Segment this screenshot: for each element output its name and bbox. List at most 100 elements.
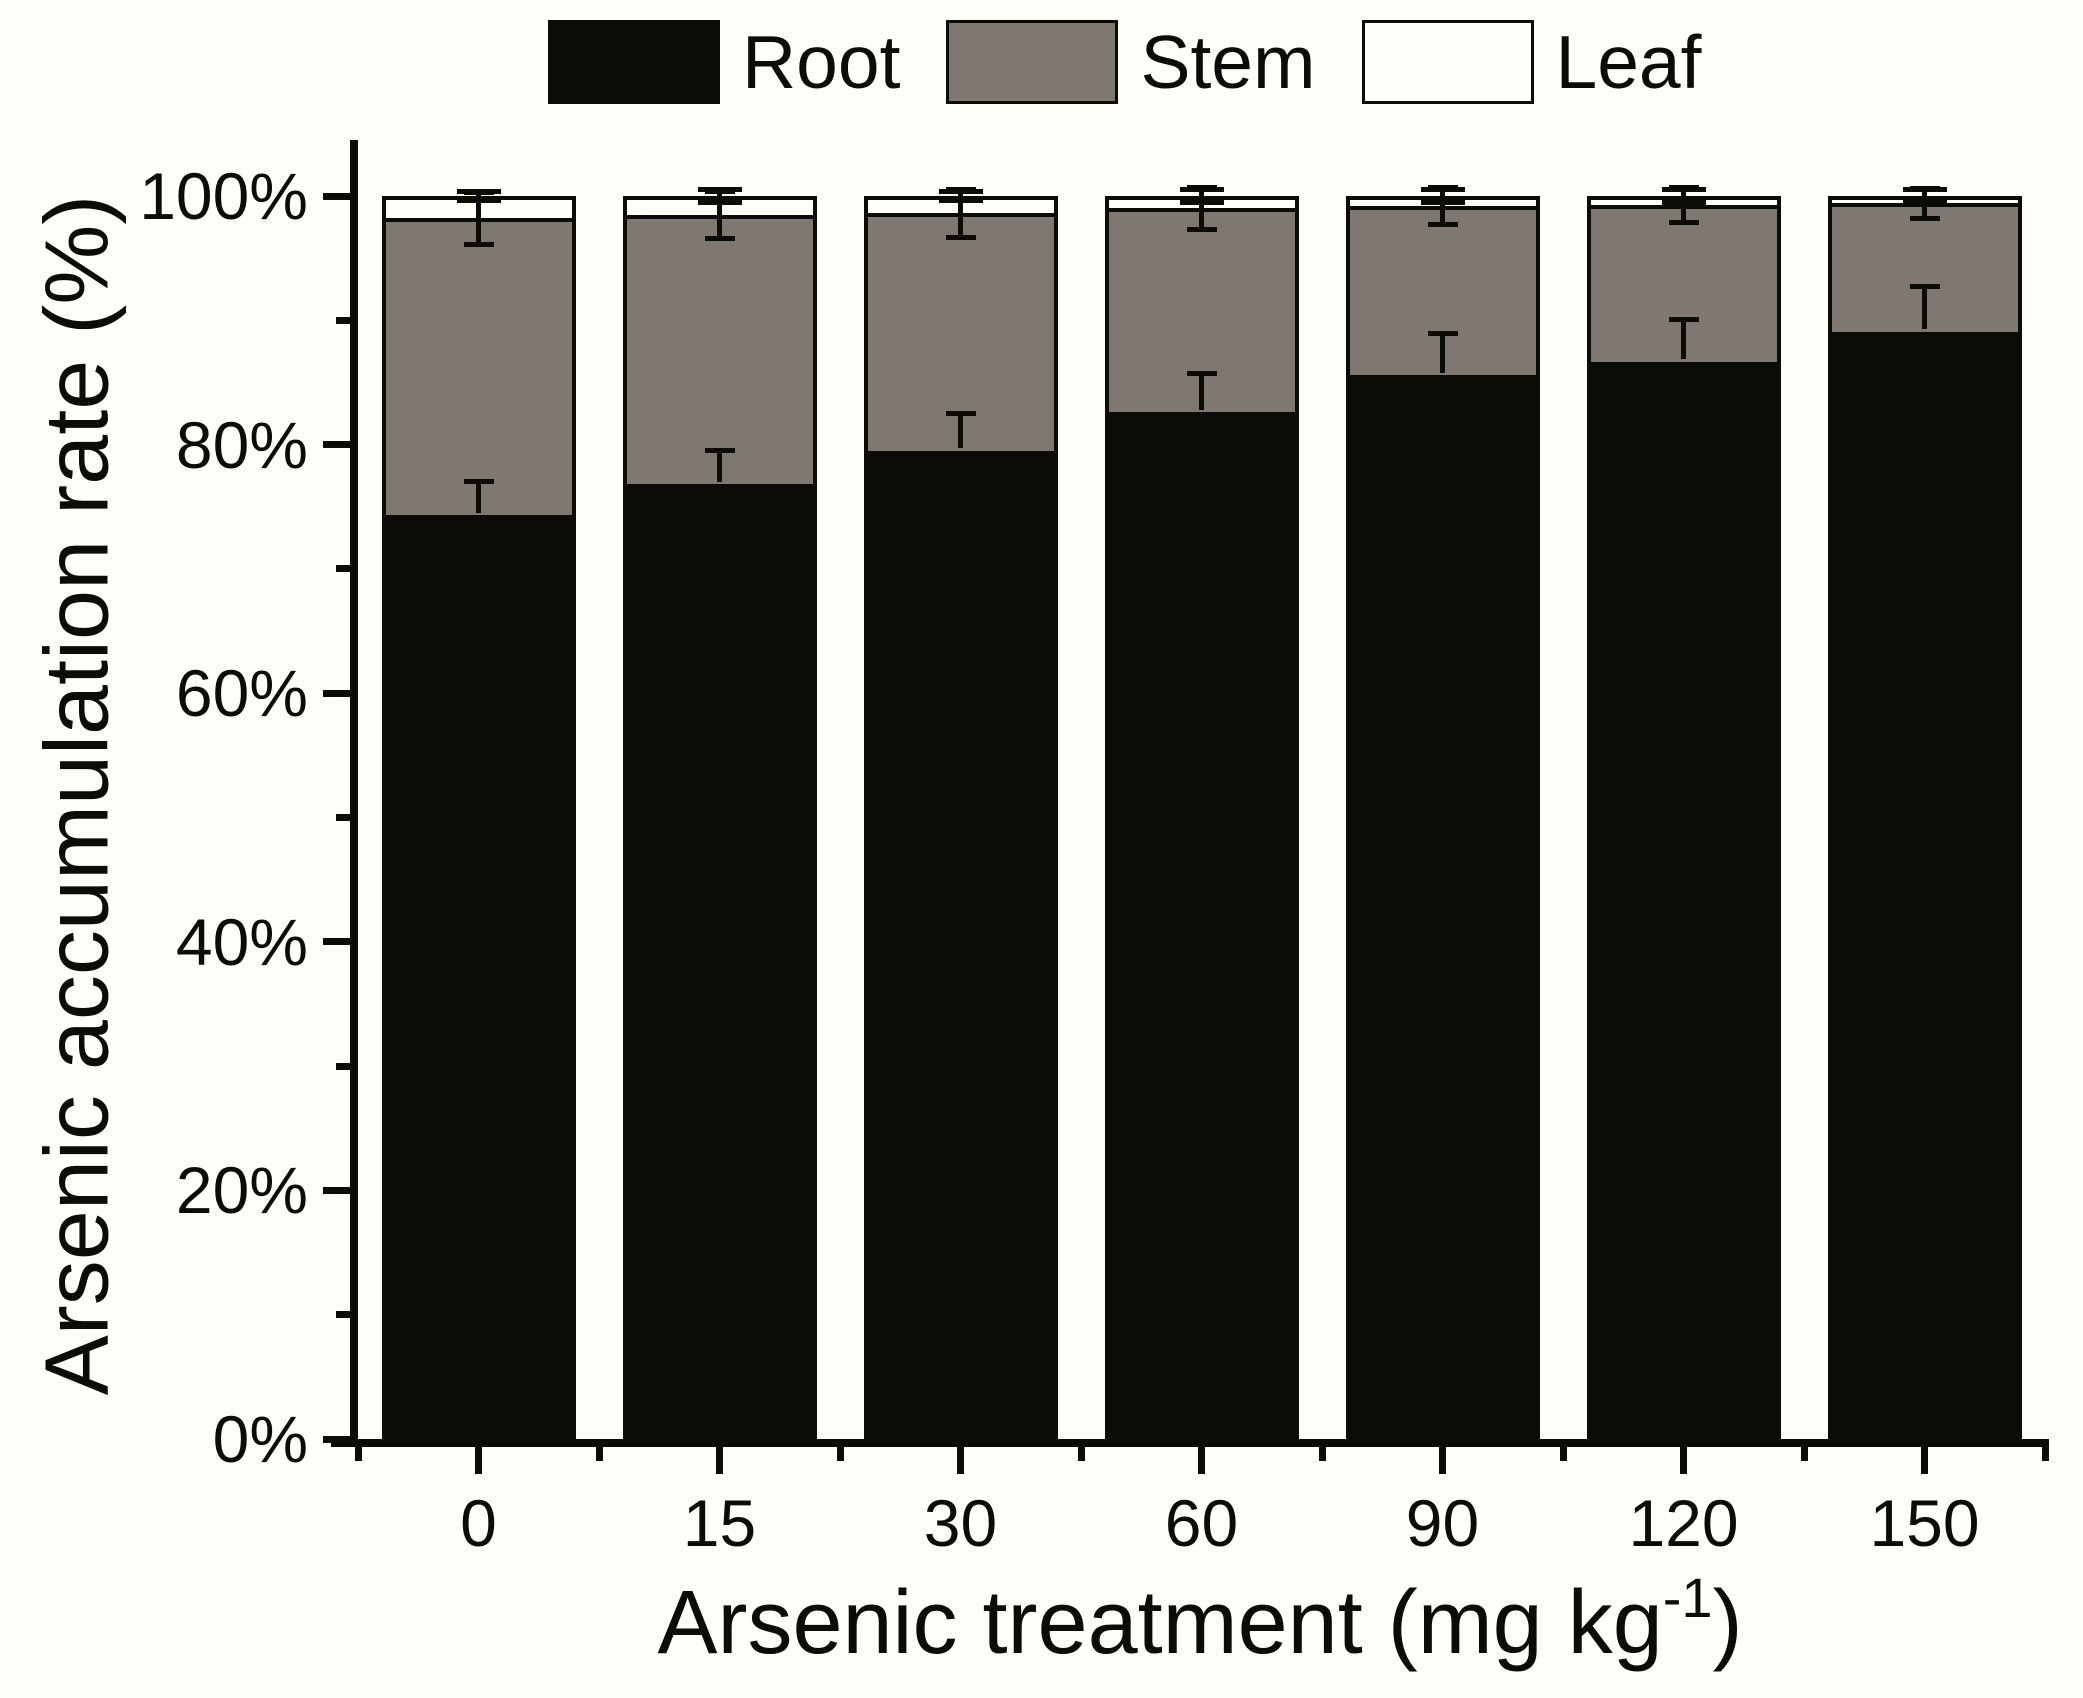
- error-bar-stem-90-line: [1440, 187, 1445, 225]
- bar-15: [622, 196, 817, 1439]
- error-bar-leaf-120-line: [1681, 189, 1686, 203]
- error-bar-leaf-30-line: [958, 191, 963, 201]
- y-minor-tick: [336, 1311, 350, 1319]
- legend: Root Stem Leaf: [548, 20, 1701, 104]
- x-axis-title: Arsenic treatment (mg kg-1): [657, 1566, 1742, 1675]
- bar-90-segment-root: [1349, 375, 1536, 1435]
- bar-0-segment-stem: [385, 222, 572, 515]
- error-bar-stem-0-line: [476, 192, 481, 245]
- bar-120: [1586, 196, 1781, 1439]
- y-major-tick: [323, 1186, 350, 1194]
- error-bar-stem-60-line: [1199, 187, 1204, 230]
- x-tick-label: 30: [923, 1486, 998, 1560]
- legend-swatch-leaf: [1361, 20, 1534, 104]
- error-bar-leaf-60-cap-bottom: [1179, 199, 1224, 205]
- y-minor-tick: [336, 1062, 350, 1070]
- legend-item-leaf: Leaf: [1361, 19, 1702, 104]
- x-major-tick: [1921, 1447, 1928, 1474]
- error-bar-root-150-line: [1922, 286, 1927, 329]
- bar-150-segment-root: [1831, 332, 2018, 1435]
- error-bar-stem-30-line: [958, 189, 963, 237]
- legend-item-root: Root: [548, 20, 900, 104]
- x-minor-tick: [2041, 1447, 2049, 1461]
- error-bar-leaf-150-cap-bottom: [1902, 199, 1947, 205]
- error-bar-leaf-15-cap-bottom: [697, 199, 742, 205]
- error-bar-root-0-cap-top: [463, 479, 494, 485]
- error-bar-leaf-90-cap-bottom: [1420, 199, 1465, 205]
- error-bar-stem-120-cap-bottom: [1668, 219, 1699, 225]
- error-bar-stem-15-line: [717, 191, 722, 239]
- y-major-tick: [323, 1435, 350, 1443]
- error-bar-leaf-15-line: [717, 189, 722, 203]
- legend-swatch-stem: [946, 20, 1119, 104]
- x-minor-tick: [836, 1447, 844, 1461]
- x-major-tick: [475, 1447, 482, 1474]
- x-axis-line: [331, 1439, 2049, 1447]
- legend-item-stem: Stem: [946, 19, 1316, 104]
- bar-60-segment-root: [1108, 412, 1295, 1435]
- y-tick-label: 60%: [175, 656, 308, 731]
- x-axis-title-superscript: -1: [1662, 1566, 1713, 1629]
- bar-150: [1827, 196, 2022, 1439]
- bar-90: [1345, 196, 1540, 1439]
- error-bar-stem-60-cap-bottom: [1186, 227, 1217, 233]
- error-bar-root-60-cap-top: [1186, 371, 1217, 377]
- y-tick-label: 20%: [175, 1153, 308, 1228]
- error-bar-leaf-30-cap-top: [938, 188, 983, 194]
- error-bar-leaf-150-cap-top: [1902, 187, 1947, 193]
- bar-30-segment-root: [867, 450, 1054, 1435]
- bar-15-segment-stem: [626, 218, 813, 485]
- y-axis-line: [350, 140, 358, 1447]
- y-minor-tick: [336, 565, 350, 573]
- x-tick-label: 15: [682, 1486, 757, 1560]
- y-major-tick: [323, 192, 350, 200]
- error-bar-root-30-line: [958, 413, 963, 449]
- y-major-tick: [323, 938, 350, 946]
- bar-120-segment-root: [1590, 361, 1777, 1435]
- error-bar-root-120-line: [1681, 319, 1686, 359]
- x-major-tick: [716, 1447, 723, 1474]
- x-major-tick: [957, 1447, 964, 1474]
- legend-label-stem: Stem: [1140, 19, 1316, 104]
- error-bar-root-15-line: [717, 450, 722, 482]
- error-bar-stem-0-cap-bottom: [463, 241, 494, 247]
- x-minor-tick: [1077, 1447, 1085, 1461]
- x-minor-tick: [595, 1447, 603, 1461]
- legend-swatch-root: [548, 20, 720, 104]
- bar-0-segment-root: [385, 514, 572, 1435]
- x-tick-label: 120: [1628, 1486, 1739, 1560]
- error-bar-root-90-cap-top: [1427, 331, 1458, 337]
- x-tick-label: 0: [460, 1486, 497, 1560]
- y-minor-tick: [336, 316, 350, 324]
- x-minor-tick: [1318, 1447, 1326, 1461]
- error-bar-root-15-cap-top: [704, 448, 735, 454]
- error-bar-root-0-line: [476, 481, 481, 513]
- legend-label-leaf: Leaf: [1555, 19, 1702, 104]
- error-bar-root-150-cap-top: [1909, 284, 1940, 290]
- error-bar-leaf-0-line: [476, 191, 481, 201]
- x-major-tick: [1439, 1447, 1446, 1474]
- error-bar-root-60-line: [1199, 373, 1204, 410]
- x-minor-tick: [354, 1447, 362, 1461]
- y-major-tick: [323, 689, 350, 697]
- y-minor-tick: [336, 814, 350, 821]
- error-bar-leaf-60-cap-top: [1179, 187, 1224, 193]
- x-tick-label: 90: [1405, 1486, 1480, 1560]
- error-bar-stem-30-cap-bottom: [945, 234, 976, 240]
- y-tick-label: 0%: [212, 1402, 308, 1476]
- y-major-tick: [323, 441, 350, 449]
- error-bar-leaf-120-cap-top: [1661, 187, 1706, 193]
- x-minor-tick: [1800, 1447, 1808, 1461]
- bar-15-segment-root: [626, 484, 813, 1435]
- error-bar-leaf-90-line: [1440, 189, 1445, 203]
- error-bar-root-30-cap-top: [945, 411, 976, 417]
- x-tick-label: 150: [1869, 1486, 1980, 1560]
- error-bar-stem-15-cap-bottom: [704, 235, 735, 241]
- x-tick-label: 60: [1164, 1486, 1239, 1560]
- y-tick-label: 40%: [175, 904, 308, 979]
- error-bar-leaf-15-cap-top: [697, 187, 742, 193]
- bar-30: [863, 196, 1058, 1439]
- x-axis-title-text: Arsenic treatment (mg kg: [657, 1573, 1663, 1673]
